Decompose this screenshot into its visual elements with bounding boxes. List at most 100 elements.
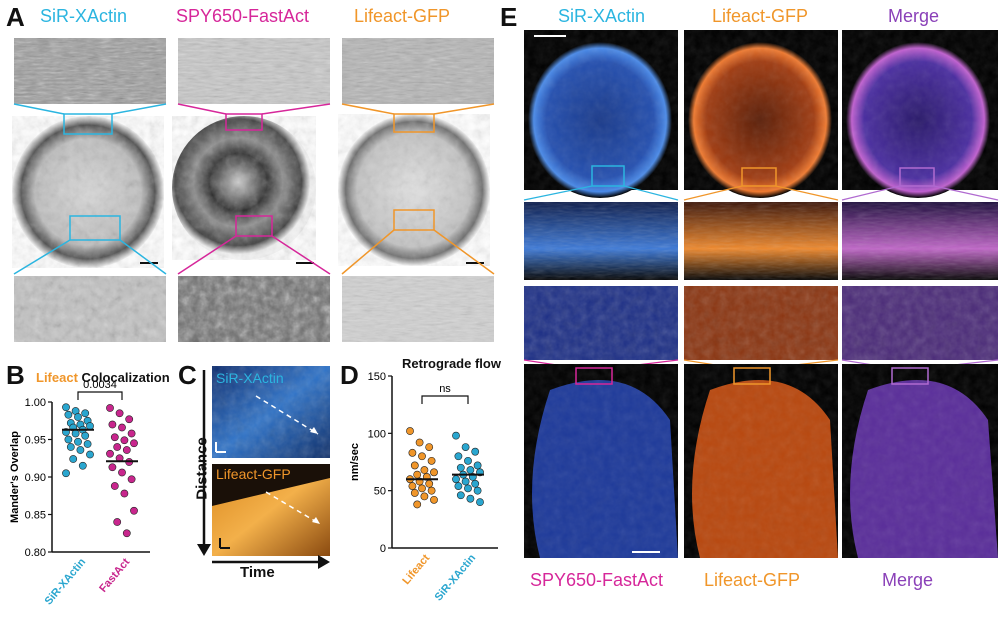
- data-point: [69, 455, 78, 463]
- panel-d-letter: D: [340, 360, 359, 390]
- panel-e-images: [523, 30, 999, 558]
- y-tick-label: 150: [368, 371, 386, 383]
- data-point: [118, 423, 126, 432]
- data-point: [108, 463, 117, 472]
- x-category-label: Lifeact: [400, 552, 432, 587]
- panel-b-title-prefix: Lifeact: [36, 370, 78, 385]
- data-point: [122, 446, 131, 454]
- significance-label: ns: [439, 383, 451, 395]
- y-axis-label: Mander's Overlap: [9, 431, 21, 523]
- chart-b: 0.80 0.85 0.90 0.95 1.00 Mander's Overlap SiR-…: [9, 379, 150, 607]
- data-point: [62, 403, 70, 412]
- cell-image-lifeact: [338, 113, 490, 266]
- data-point: [74, 413, 82, 421]
- data-point: [452, 475, 460, 484]
- panel-e-letter: E: [500, 2, 518, 32]
- data-point: [113, 518, 122, 526]
- zoom-strip-bottom-1: [14, 276, 166, 342]
- data-point: [461, 443, 470, 451]
- panel-a-title-spy650: SPY650-FastAct: [176, 6, 310, 26]
- data-point: [122, 529, 131, 538]
- data-point: [413, 500, 422, 509]
- data-point: [130, 439, 138, 448]
- x-category-label: SiR-XActin: [43, 556, 89, 607]
- y-tick-label: 1.00: [25, 397, 46, 409]
- data-point: [454, 452, 463, 461]
- data-point: [118, 468, 126, 477]
- panel-b-title-suffix: Colocalization: [81, 370, 170, 385]
- data-point: [427, 486, 436, 495]
- cell-image-spy650: [172, 113, 316, 264]
- data-point: [466, 494, 475, 503]
- significance-bracket: [421, 395, 469, 404]
- kymo-x-axis-label: Time: [240, 564, 275, 581]
- panel-c-letter: C: [178, 360, 197, 390]
- panel-a-images: [12, 38, 495, 342]
- y-tick-label: 0.90: [25, 472, 46, 484]
- data-point: [456, 463, 465, 472]
- data-point: [127, 429, 136, 438]
- data-point: [110, 433, 119, 442]
- significance-bracket: [77, 391, 123, 400]
- y-tick-label: 50: [374, 486, 386, 498]
- data-point: [471, 447, 480, 456]
- data-point: [81, 409, 90, 418]
- y-tick-label: 100: [368, 428, 386, 440]
- data-point: [108, 420, 117, 429]
- data-point: [74, 437, 82, 446]
- data-point: [406, 427, 414, 435]
- panel-e-title-lifeact: Lifeact-GFP: [712, 6, 809, 26]
- kymo-label-lifeact: Lifeact-GFP: [216, 466, 291, 482]
- data-point: [120, 489, 129, 498]
- data-point: [408, 448, 417, 457]
- panel-e-title-lifeact-bottom: Lifeact-GFP: [704, 570, 801, 590]
- panel-a-title-sirxactin: SiR-XActin: [40, 6, 128, 26]
- kymograph-c: [197, 366, 330, 569]
- data-point: [66, 443, 75, 451]
- data-point: [62, 469, 70, 478]
- data-point: [76, 446, 85, 454]
- data-point: [420, 492, 429, 501]
- data-point: [83, 440, 92, 448]
- panel-a-letter: A: [6, 2, 25, 32]
- y-tick-label: 0: [380, 543, 386, 555]
- data-point: [115, 409, 124, 418]
- x-category-label: SiR-XActin: [433, 552, 479, 603]
- data-point: [64, 435, 73, 444]
- zoom-strip-top-2: [178, 38, 330, 104]
- data-point: [427, 456, 436, 465]
- data-point: [461, 477, 470, 486]
- data-point: [64, 410, 73, 419]
- data-point: [410, 489, 419, 497]
- x-category-label: FastAct: [97, 556, 132, 595]
- panel-e-title-merge-bottom: Merge: [882, 570, 934, 590]
- data-point: [413, 470, 422, 479]
- data-point: [110, 482, 119, 490]
- data-point: [86, 450, 94, 459]
- data-point: [466, 466, 475, 474]
- data-point: [464, 456, 472, 465]
- kymo-label-sirxactin: SiR-XActin: [216, 370, 284, 386]
- y-axis-label: nm/sec: [349, 443, 361, 481]
- zoom-strip-top-3: [342, 38, 494, 104]
- zoom-strip-bottom-3: [342, 276, 494, 342]
- data-point: [120, 436, 129, 445]
- data-point: [476, 498, 484, 507]
- data-point: [456, 491, 465, 500]
- zoom-strip-bottom-2: [178, 276, 330, 342]
- data-point: [81, 431, 90, 440]
- panel-e-title-sirxactin: SiR-XActin: [558, 6, 646, 26]
- data-point: [418, 452, 426, 461]
- data-point: [454, 482, 463, 490]
- data-point: [420, 466, 429, 474]
- zoom-strip-top-1: [14, 38, 166, 104]
- data-point: [106, 449, 114, 458]
- data-point: [106, 404, 114, 412]
- data-point: [418, 484, 426, 493]
- data-point: [415, 438, 424, 447]
- data-point: [125, 415, 134, 424]
- data-point: [464, 484, 472, 493]
- panel-a-title-lifeact: Lifeact-GFP: [354, 6, 451, 26]
- data-point: [130, 506, 138, 515]
- kymo-y-axis-label: Distance: [193, 437, 211, 500]
